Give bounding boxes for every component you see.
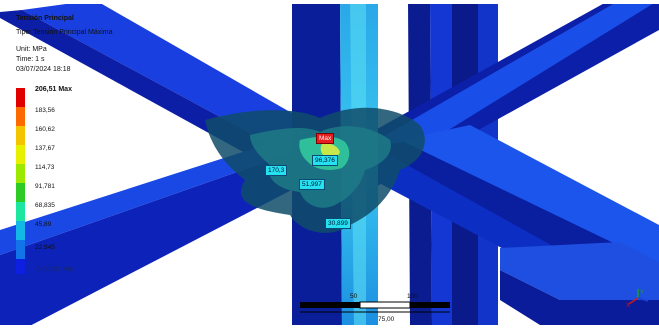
axis-triad-icon[interactable]: X Y [626,288,652,308]
triad-axis-y: Y [640,290,644,296]
top-frame [0,0,659,4]
beam-lower-right-top [400,125,659,265]
scale-bar-label-50: 50 [350,293,358,300]
probe-tag[interactable]: 51,997 [299,179,325,190]
probe-tag[interactable]: 96,376 [312,155,338,166]
legend-min-label: -0,00101 Min [35,266,73,273]
max-probe-tag[interactable]: Max [316,133,335,144]
legend-level: 68,835 [35,202,55,209]
legend-swatch-1 [16,107,25,126]
legend-level: 160,62 [35,126,55,133]
probe-tag[interactable]: 170,3 [265,165,288,176]
legend-swatch-4 [16,164,25,183]
beam-lower-left-top [0,140,300,255]
legend-level: 22,945 [35,244,55,251]
legend-swatch-7 [16,221,25,240]
legend-level: 114,73 [35,164,55,171]
scale-bar-white-mid [359,301,411,309]
scale-bar-black-right [410,302,450,308]
beam-upper-right-top [360,0,659,160]
result-time: Time: 1 s [16,56,45,63]
contour-hotspot [320,143,340,159]
result-date: 03/07/2024 18:18 [16,66,71,73]
legend-swatch-8 [16,240,25,259]
result-unit: Unit: MPa [16,46,47,53]
legend-max-label: 206,51 Max [35,86,72,93]
bracket-bottom-right [500,242,659,300]
result-type: Tipo: Tensión Principal Máxima [16,29,113,36]
legend-swatch-2 [16,126,25,145]
bottom-frame [0,325,659,331]
legend-level: 91,781 [35,183,55,190]
legend-swatch-5 [16,183,25,202]
scale-bar-label-100: 100 [407,293,418,300]
scale-bar-label-75: 75,00 [378,316,395,323]
legend-level: 137,67 [35,145,55,152]
legend-swatch-0 [16,88,25,107]
bracket-bottom-right-face [500,270,659,325]
legend-swatch-9 [16,259,25,274]
triad-axis-x: X [626,303,630,308]
probe-tag[interactable]: 30,899 [325,218,351,229]
legend-swatch-3 [16,145,25,164]
legend-level: 183,56 [35,107,55,114]
legend-swatch-6 [16,202,25,221]
scale-bar-black-left [300,302,360,308]
legend-level: 45,89 [35,221,52,228]
result-title: Tensión Principal [16,15,74,22]
